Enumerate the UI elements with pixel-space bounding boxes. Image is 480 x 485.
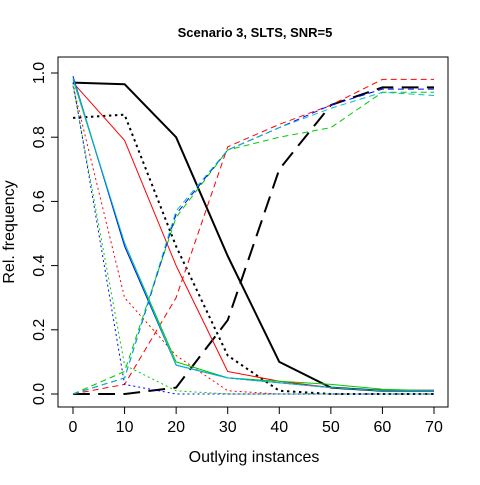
y-tick-label: 0.6 bbox=[31, 190, 48, 212]
y-axis-title: Rel. frequency bbox=[1, 180, 18, 283]
chart-title: Scenario 3, SLTS, SNR=5 bbox=[178, 25, 333, 40]
series-line-12 bbox=[72, 77, 434, 392]
series-lines bbox=[72, 76, 435, 395]
series-line-7 bbox=[72, 85, 434, 395]
series-line-0 bbox=[72, 81, 434, 392]
series-line-5 bbox=[72, 78, 434, 395]
x-tick-label: 50 bbox=[322, 419, 340, 436]
series-line-2 bbox=[73, 86, 434, 395]
x-tick-label: 70 bbox=[425, 419, 443, 436]
y-tick-label: 0.8 bbox=[31, 126, 48, 148]
axes: 0 10 20 30 40 50 60 70 0.0 0.2 0.4 0.6 0.8 1.0 bbox=[31, 62, 443, 436]
y-tick-label: 1.0 bbox=[31, 62, 48, 84]
x-tick-label: 40 bbox=[270, 419, 288, 436]
x-axis-title: Outlying instances bbox=[189, 449, 320, 466]
x-tick-label: 10 bbox=[116, 419, 134, 436]
series-line-8 bbox=[72, 91, 434, 395]
x-tick-label: 60 bbox=[374, 419, 392, 436]
series-line-4 bbox=[72, 85, 434, 395]
y-tick-label: 0.4 bbox=[31, 254, 48, 276]
series-line-6 bbox=[72, 79, 435, 392]
y-tick-label: 0.2 bbox=[31, 319, 48, 341]
x-tick-label: 30 bbox=[219, 419, 237, 436]
y-tick-label: 0.0 bbox=[31, 383, 48, 405]
series-line-3 bbox=[72, 82, 434, 392]
x-tick-label: 0 bbox=[69, 419, 78, 436]
plot-frame bbox=[57, 56, 449, 408]
series-line-1 bbox=[72, 113, 434, 395]
series-line-10 bbox=[72, 82, 434, 395]
x-tick-label: 20 bbox=[167, 419, 185, 436]
series-line-13 bbox=[72, 91, 435, 395]
series-line-11 bbox=[72, 88, 434, 395]
